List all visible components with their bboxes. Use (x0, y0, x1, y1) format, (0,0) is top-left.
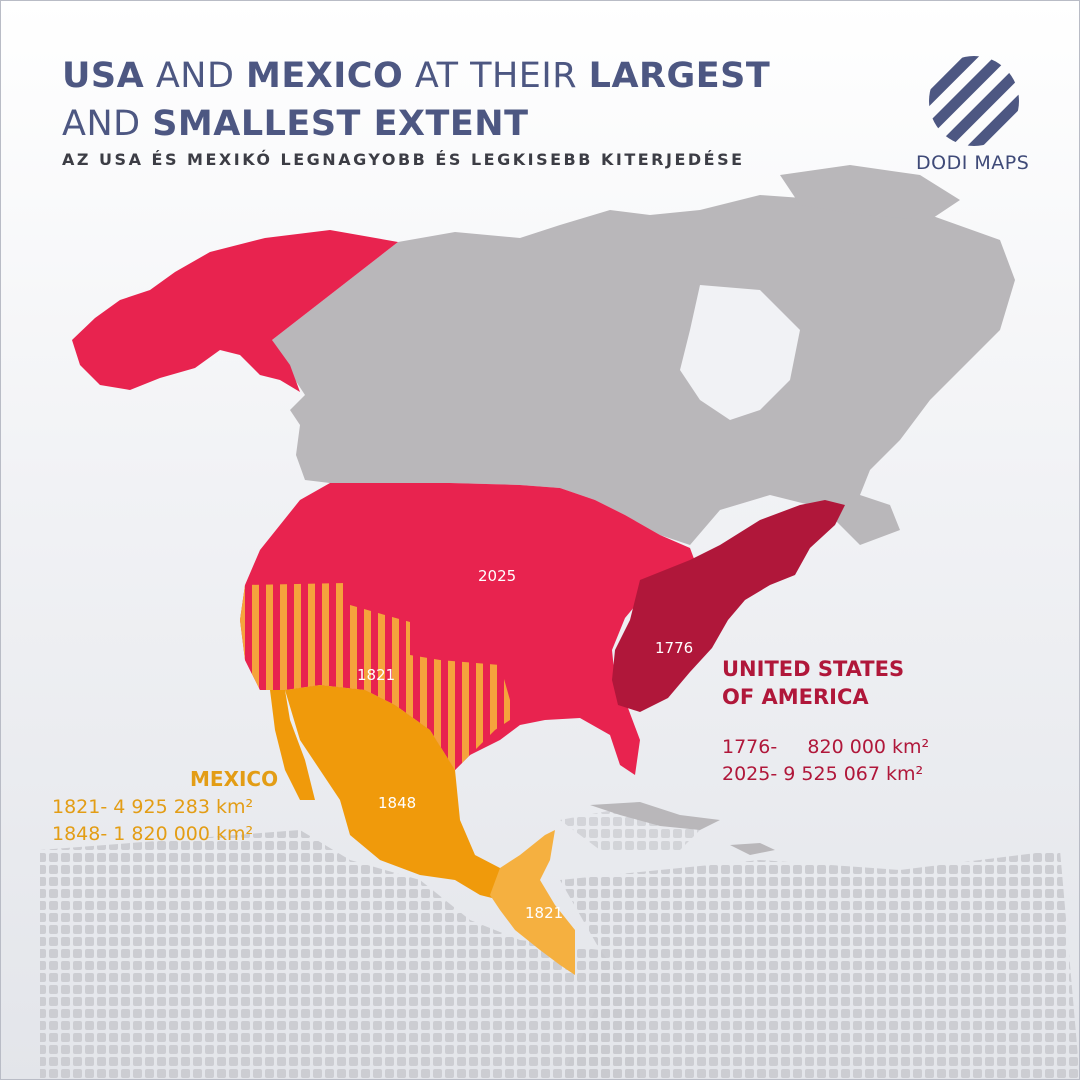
mexico-1821-lost-territory (240, 583, 510, 770)
usa-2025-region (240, 483, 700, 775)
map-title: USA AND MEXICO AT THEIR LARGEST AND SMAL… (62, 56, 771, 144)
usa-1776-label: 1776 (655, 639, 693, 657)
alaska-region (72, 230, 398, 392)
map-subtitle: AZ USA ÉS MEXIKÓ LEGNAGYOBB ÉS LEGKISEBB… (62, 150, 745, 169)
mexico-1848-region (285, 685, 515, 900)
mexico-1821-label: 1821 (357, 666, 395, 684)
canada-landmass (272, 165, 1015, 545)
mexico-1848-label: 1848 (378, 794, 416, 812)
usa-1776-region (612, 500, 845, 712)
mexico-stat-row: 1848- 1 820 000 km² (52, 823, 254, 845)
logo-text: DODI MAPS (916, 152, 1030, 174)
baja-california-region (270, 690, 315, 800)
usa-stat-row: 2025- 9 525 067 km² (722, 763, 924, 785)
central-america-1821-region (490, 830, 575, 975)
mexico-legend-title: MEXICO (190, 767, 279, 791)
usa-legend-title: UNITED STATES OF AMERICA (722, 657, 905, 709)
usa-legend-stats: 1776- 820 000 km² 2025- 9 525 067 km² (722, 734, 929, 788)
central-america-1821-label: 1821 (525, 904, 563, 922)
usa-stat-row: 1776- 820 000 km² (722, 736, 930, 758)
dotted-world-background (40, 805, 1080, 1080)
mexico-legend-stats: 1821- 4 925 283 km² 1848- 1 820 000 km² (52, 794, 253, 848)
mexico-stat-row: 1821- 4 925 283 km² (52, 796, 254, 818)
caribbean-islands (590, 802, 775, 855)
usa-2025-label: 2025 (478, 567, 516, 585)
